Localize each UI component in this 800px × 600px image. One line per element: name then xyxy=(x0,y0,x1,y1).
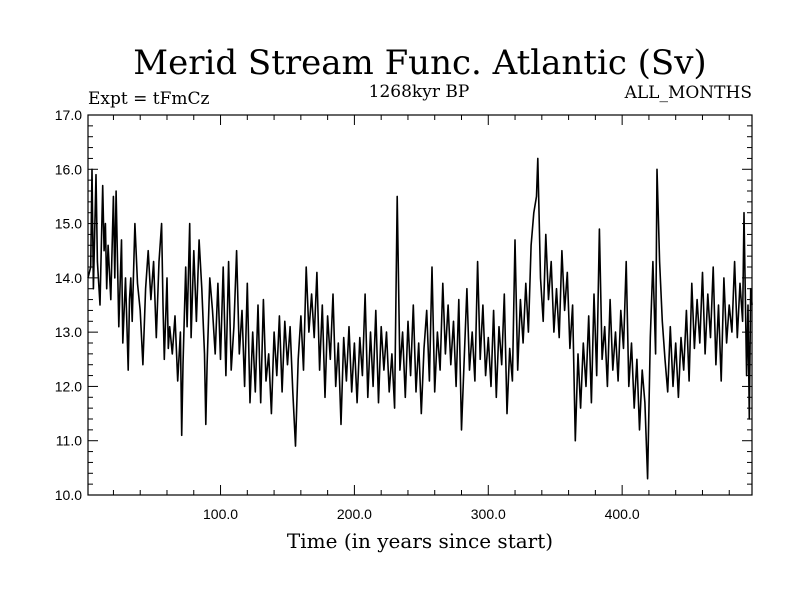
x-tick-label: 300.0 xyxy=(471,506,506,522)
y-tick-label: 15.0 xyxy=(55,216,82,232)
chart-title: Merid Stream Func. Atlantic (Sv) xyxy=(133,43,706,83)
major-ticks xyxy=(88,114,752,496)
subtitle-date: 1268kyr BP xyxy=(369,82,470,102)
x-tick-label: 200.0 xyxy=(337,506,372,522)
x-tick-labels: 100.0 200.0 300.0 400.0 xyxy=(203,506,640,522)
subtitle-expt: Expt = tFmCz xyxy=(88,89,210,109)
y-tick-label: 16.0 xyxy=(55,161,82,177)
y-tick-labels: 10.0 11.0 12.0 13.0 14.0 15.0 16.0 17.0 xyxy=(55,107,82,503)
x-tick-label: 100.0 xyxy=(203,506,238,522)
y-tick-label: 13.0 xyxy=(55,324,82,340)
series-line xyxy=(87,157,753,480)
y-tick-label: 17.0 xyxy=(55,107,82,123)
minor-ticks xyxy=(88,115,752,495)
x-tick-label: 400.0 xyxy=(605,506,640,522)
y-tick-label: 12.0 xyxy=(55,378,82,394)
x-axis-label: Time (in years since start) xyxy=(287,529,553,553)
y-tick-label: 10.0 xyxy=(55,487,82,503)
y-tick-label: 11.0 xyxy=(56,433,82,449)
subtitle-months: ALL_MONTHS xyxy=(624,83,752,103)
y-tick-label: 14.0 xyxy=(55,270,82,286)
